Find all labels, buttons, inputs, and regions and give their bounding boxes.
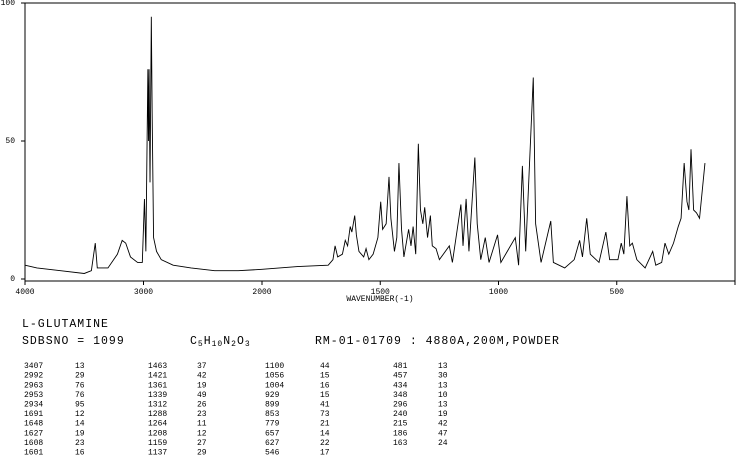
peak-table-cell: 899	[265, 401, 280, 410]
peak-table-cell: 19	[197, 381, 207, 390]
x-tick-label: 1000	[489, 288, 508, 297]
peak-table-cell: 1648	[24, 420, 43, 429]
peak-table-cell: 2963	[24, 381, 43, 390]
peak-table-cell: 15	[320, 391, 330, 400]
peak-table-cell: 215	[393, 420, 408, 429]
peak-table-cell: 1463	[148, 362, 167, 371]
peak-table-cell: 853	[265, 410, 280, 419]
x-tick-label: 500	[610, 288, 625, 297]
peak-table-cell: 22	[320, 439, 330, 448]
peak-table-cell: 457	[393, 372, 408, 381]
peak-table-cell: 1137	[148, 449, 167, 457]
peak-table-cell: 23	[75, 439, 85, 448]
peak-table-cell: 13	[438, 381, 448, 390]
peak-table-cell: 296	[393, 401, 408, 410]
peak-table-cell: 11	[197, 420, 207, 429]
x-tick-label: 2000	[252, 288, 271, 297]
peak-table-cell: 37	[197, 362, 207, 371]
peak-table-cell: 1056	[265, 372, 284, 381]
y-tick-label: 0	[10, 275, 15, 284]
peak-table-cell: 929	[265, 391, 280, 400]
compound-name: L-GLUTAMINE	[22, 318, 109, 331]
peak-table-cell: 30	[438, 372, 448, 381]
peak-table-cell: 73	[320, 410, 330, 419]
peak-table-cell: 19	[438, 410, 448, 419]
peak-table-cell: 186	[393, 429, 408, 438]
peak-table-cell: 1004	[265, 381, 284, 390]
peak-table-cell: 16	[320, 381, 330, 390]
peak-table-cell: 1421	[148, 372, 167, 381]
peak-table-cell: 2953	[24, 391, 43, 400]
y-tick-label: 50	[5, 137, 15, 146]
x-tick-label: 3000	[134, 288, 153, 297]
peak-table-cell: 13	[438, 362, 448, 371]
peak-table-cell: 1339	[148, 391, 167, 400]
peak-table-cell: 1691	[24, 410, 43, 419]
peak-table-cell: 47	[438, 429, 448, 438]
peak-table-cell: 3407	[24, 362, 43, 371]
peak-table-cell: 240	[393, 410, 408, 419]
peak-table-cell: 481	[393, 362, 408, 371]
y-tick-label: 100	[1, 0, 16, 8]
peak-table-cell: 16	[75, 449, 85, 457]
peak-table-cell: 15	[320, 372, 330, 381]
peak-table-cell: 29	[197, 449, 207, 457]
peak-table-cell: 1100	[265, 362, 284, 371]
peak-table-cell: 12	[197, 429, 207, 438]
peak-table-cell: 41	[320, 401, 330, 410]
peak-table-cell: 44	[320, 362, 330, 371]
x-axis-label: WAVENUMBER(-1)	[346, 295, 413, 304]
peak-table-cell: 163	[393, 439, 408, 448]
peak-table-cell: 10	[438, 391, 448, 400]
spectrum-line	[24, 16, 706, 274]
peak-table-cell: 14	[75, 420, 85, 429]
peak-table-cell: 23	[197, 410, 207, 419]
formula: C5H10N2O3	[190, 335, 251, 349]
peak-table-cell: 29	[75, 372, 85, 381]
peak-table-cell: 76	[75, 381, 85, 390]
peak-table-cell: 14	[320, 429, 330, 438]
peak-table-cell: 627	[265, 439, 280, 448]
peak-table-cell: 19	[75, 429, 85, 438]
peak-table-cell: 27	[197, 439, 207, 448]
peak-table-cell: 1361	[148, 381, 167, 390]
peak-table-cell: 21	[320, 420, 330, 429]
peak-table-cell: 24	[438, 439, 448, 448]
peak-table-cell: 1264	[148, 420, 167, 429]
peak-table-cell: 1627	[24, 429, 43, 438]
peak-table-cell: 1288	[148, 410, 167, 419]
peak-table-cell: 2934	[24, 401, 43, 410]
peak-table-cell: 49	[197, 391, 207, 400]
peak-table-cell: 1159	[148, 439, 167, 448]
peak-table-cell: 1312	[148, 401, 167, 410]
x-tick-label: 1500	[371, 288, 390, 297]
peak-table-cell: 42	[438, 420, 448, 429]
peak-table-cell: 17	[320, 449, 330, 457]
peak-table-cell: 1208	[148, 429, 167, 438]
peak-table-cell: 95	[75, 401, 85, 410]
peak-table-cell: 348	[393, 391, 408, 400]
peak-table-cell: 13	[438, 401, 448, 410]
peak-table-cell: 12	[75, 410, 85, 419]
peak-table-cell: 434	[393, 381, 408, 390]
sdbs-number: SDBSNO = 1099	[22, 335, 125, 348]
peak-table-cell: 657	[265, 429, 280, 438]
peak-table-cell: 26	[197, 401, 207, 410]
peak-table-cell: 1601	[24, 449, 43, 457]
peak-table-cell: 779	[265, 420, 280, 429]
conditions: RM-01-01709 : 4880A,200M,POWDER	[315, 335, 560, 348]
peak-table-cell: 546	[265, 449, 280, 457]
peak-table-cell: 13	[75, 362, 85, 371]
peak-table-cell: 1608	[24, 439, 43, 448]
peak-table-cell: 76	[75, 391, 85, 400]
peak-table-cell: 42	[197, 372, 207, 381]
x-tick-label: 4000	[15, 288, 34, 297]
peak-table-cell: 2992	[24, 372, 43, 381]
